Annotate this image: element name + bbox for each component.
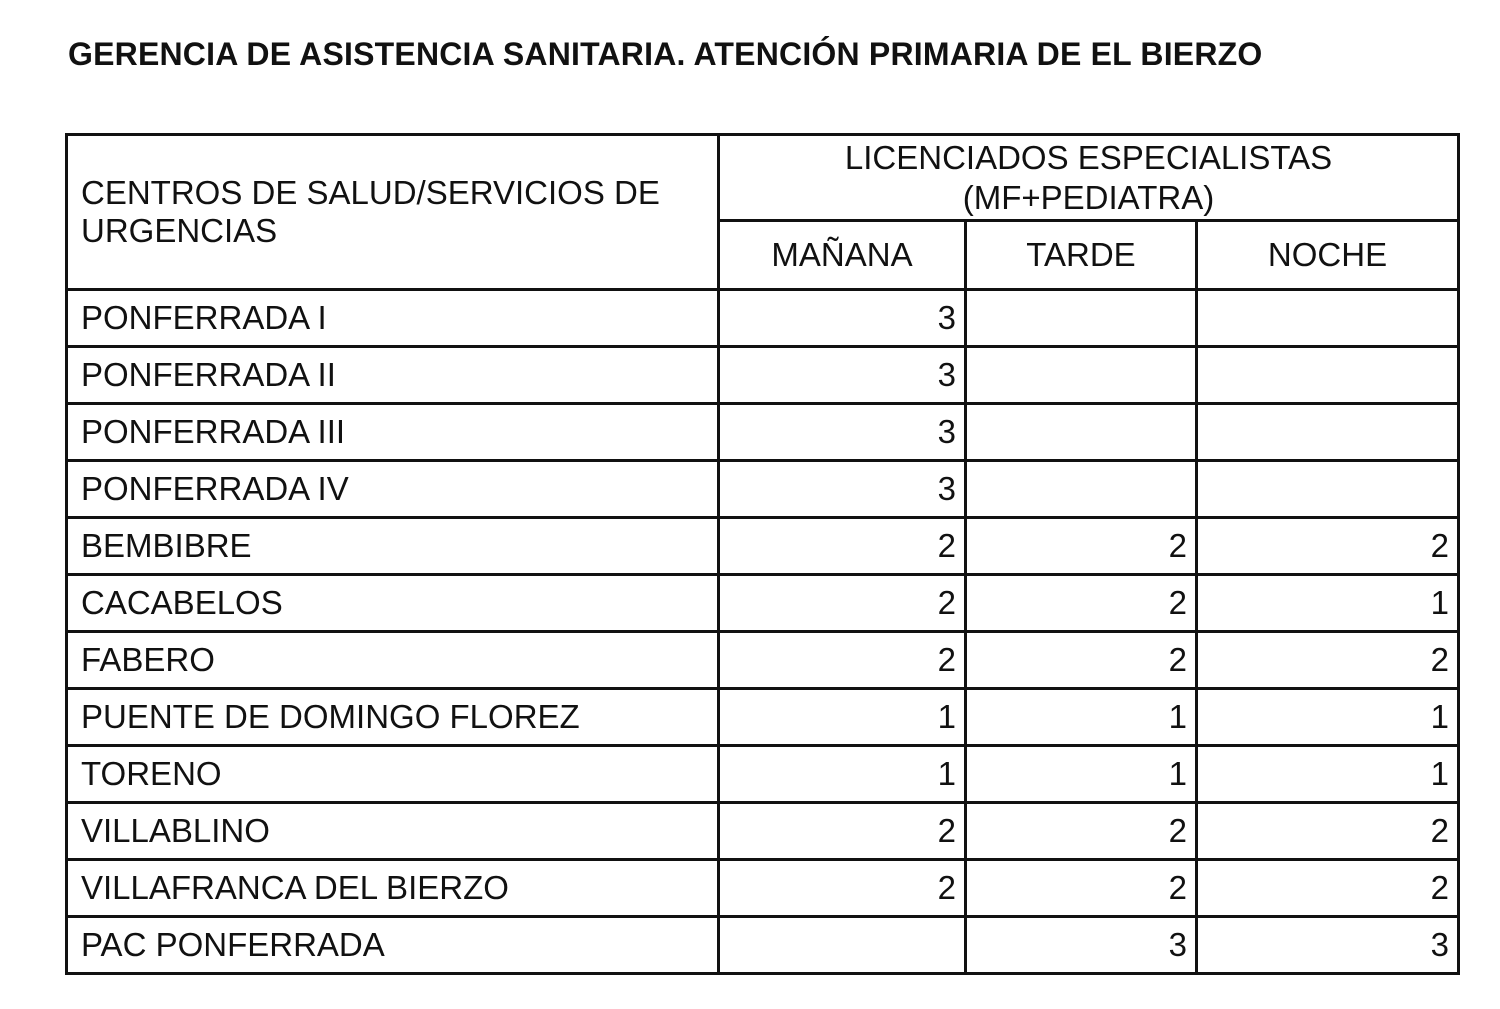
cell-manana: 1 (717, 744, 967, 804)
center-name: PUENTE DE DOMINGO FLOREZ (65, 687, 720, 747)
group-header-line1: LICENCIADOS ESPECIALISTAS (844, 138, 1333, 176)
cell-noche: 2 (1195, 858, 1460, 918)
cell-noche: 3 (1195, 915, 1460, 975)
cell-tarde: 2 (964, 573, 1198, 633)
cell-tarde: 2 (964, 801, 1198, 861)
cell-tarde (964, 402, 1198, 462)
cell-noche: 2 (1195, 801, 1460, 861)
cell-tarde: 2 (964, 858, 1198, 918)
center-name: TORENO (65, 744, 720, 804)
cell-noche (1195, 345, 1460, 405)
cell-manana: 1 (717, 687, 967, 747)
cell-manana: 2 (717, 858, 967, 918)
cell-manana: 2 (717, 516, 967, 576)
row-header: CENTROS DE SALUD/SERVICIOS DE URGENCIAS (65, 133, 720, 291)
subheader-row: MAÑANA TARDE NOCHE (67, 219, 1460, 291)
column-header-manana: MAÑANA (717, 219, 967, 291)
table-row: TORENO 1 1 1 (65, 744, 1460, 804)
header-row: CENTROS DE SALUD/SERVICIOS DE URGENCIAS … (65, 133, 1460, 291)
cell-noche (1195, 288, 1460, 348)
staffing-table: CENTROS DE SALUD/SERVICIOS DE URGENCIAS … (65, 133, 1460, 975)
cell-tarde: 2 (964, 630, 1198, 690)
column-header-noche: NOCHE (1195, 219, 1460, 291)
cell-manana: 2 (717, 630, 967, 690)
cell-noche (1195, 459, 1460, 519)
cell-tarde: 1 (964, 687, 1198, 747)
table-row: PAC PONFERRADA 3 3 (65, 915, 1460, 975)
center-name: PONFERRADA IV (65, 459, 720, 519)
cell-manana: 2 (717, 573, 967, 633)
table-row: BEMBIBRE 2 2 2 (65, 516, 1460, 576)
center-name: PONFERRADA III (65, 402, 720, 462)
cell-noche: 2 (1195, 630, 1460, 690)
group-header-line2: (MF+PEDIATRA) (962, 178, 1215, 216)
document-title: GERENCIA DE ASISTENCIA SANITARIA. ATENCI… (68, 36, 1263, 72)
cell-noche: 1 (1195, 687, 1460, 747)
cell-manana (717, 915, 967, 975)
center-name: BEMBIBRE (65, 516, 720, 576)
center-name: CACABELOS (65, 573, 720, 633)
cell-tarde (964, 459, 1198, 519)
cell-noche: 1 (1195, 744, 1460, 804)
cell-tarde: 1 (964, 744, 1198, 804)
center-name: PONFERRADA II (65, 345, 720, 405)
table-row: PUENTE DE DOMINGO FLOREZ 1 1 1 (65, 687, 1460, 747)
cell-tarde (964, 288, 1198, 348)
table-row: VILLABLINO 2 2 2 (65, 801, 1460, 861)
group-header: LICENCIADOS ESPECIALISTAS (MF+PEDIATRA) (717, 133, 1460, 222)
cell-tarde: 2 (964, 516, 1198, 576)
center-name: PONFERRADA I (65, 288, 720, 348)
center-name: FABERO (65, 630, 720, 690)
cell-manana: 3 (717, 345, 967, 405)
table-row: PONFERRADA III 3 (65, 402, 1460, 462)
center-name: VILLABLINO (65, 801, 720, 861)
cell-tarde (964, 345, 1198, 405)
cell-manana: 2 (717, 801, 967, 861)
center-name: PAC PONFERRADA (65, 915, 720, 975)
cell-manana: 3 (717, 459, 967, 519)
cell-manana: 3 (717, 288, 967, 348)
table-row: CACABELOS 2 2 1 (65, 573, 1460, 633)
column-header-tarde: TARDE (964, 219, 1198, 291)
cell-noche: 2 (1195, 516, 1460, 576)
table-row: FABERO 2 2 2 (65, 630, 1460, 690)
cell-noche (1195, 402, 1460, 462)
center-name: VILLAFRANCA DEL BIERZO (65, 858, 720, 918)
table-row: PONFERRADA II 3 (65, 345, 1460, 405)
cell-noche: 1 (1195, 573, 1460, 633)
table-row: PONFERRADA IV 3 (65, 459, 1460, 519)
table-row: VILLAFRANCA DEL BIERZO 2 2 2 (65, 858, 1460, 918)
cell-manana: 3 (717, 402, 967, 462)
cell-tarde: 3 (964, 915, 1198, 975)
